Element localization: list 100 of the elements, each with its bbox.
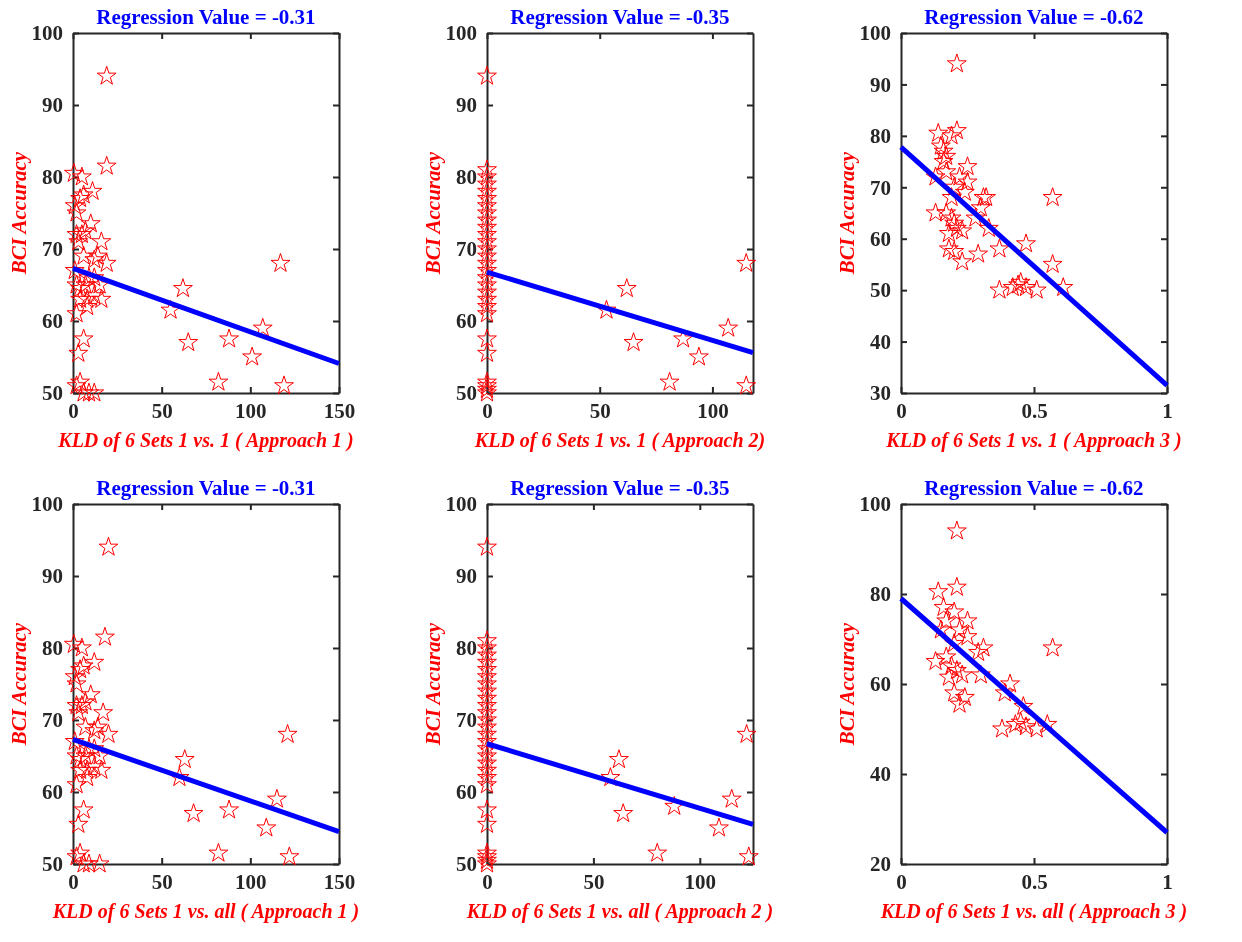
point: [219, 328, 239, 348]
point: [659, 371, 680, 391]
y-tick-label: 60: [456, 309, 477, 334]
point: [477, 709, 497, 729]
x-axis-title: KLD of 6 Sets 1 vs. all ( Approach 2 ): [465, 900, 774, 923]
point: [647, 842, 668, 862]
point: [736, 375, 757, 395]
point: [66, 303, 87, 323]
point: [718, 317, 739, 337]
point: [600, 767, 621, 787]
point: [477, 260, 497, 280]
point: [973, 637, 994, 657]
point: [946, 660, 967, 680]
point: [928, 581, 949, 601]
point: [970, 664, 991, 684]
y-tick-label: 40: [870, 762, 891, 787]
point: [938, 666, 959, 686]
point: [160, 299, 181, 319]
point: [477, 745, 497, 765]
point: [736, 253, 757, 272]
x-tick-label: 100: [235, 869, 267, 894]
point: [477, 767, 497, 787]
point: [477, 159, 497, 179]
point: [242, 346, 263, 366]
point: [930, 135, 951, 155]
point: [73, 328, 94, 348]
point: [64, 666, 85, 686]
x-axis-title: KLD of 6 Sets 1 vs. all ( Approach 1 ): [51, 900, 360, 923]
y-tick-label: 80: [456, 636, 477, 661]
point: [949, 693, 970, 713]
point: [946, 218, 967, 237]
point: [80, 213, 101, 233]
point: [477, 724, 497, 743]
x-tick-label: 150: [323, 869, 356, 894]
point: [477, 281, 497, 301]
point: [89, 745, 110, 765]
point: [91, 231, 112, 251]
point: [64, 731, 85, 751]
y-tick-label: 50: [42, 852, 63, 877]
point: [933, 140, 954, 160]
point: [70, 760, 91, 779]
point: [938, 238, 959, 258]
point: [477, 303, 497, 323]
point: [477, 181, 497, 200]
chart-title: Regression Value = -0.62: [924, 5, 1144, 29]
point: [477, 289, 497, 308]
point: [1016, 277, 1036, 297]
point: [1010, 711, 1031, 731]
point: [613, 803, 634, 823]
point: [477, 774, 497, 794]
point: [79, 382, 99, 402]
point: [952, 664, 973, 684]
chart-title: Regression Value = -0.35: [510, 476, 730, 500]
point: [73, 799, 94, 819]
point: [477, 637, 497, 657]
y-tick-label: 30: [870, 381, 891, 406]
point: [477, 731, 497, 751]
y-tick-label: 80: [870, 582, 891, 607]
y-axis-title: BCI Accuracy: [421, 622, 445, 747]
y-tick-label: 90: [456, 93, 477, 118]
point: [77, 760, 98, 779]
point: [219, 799, 239, 819]
point: [274, 375, 294, 395]
point: [80, 684, 101, 704]
point: [688, 346, 709, 366]
point: [73, 853, 94, 873]
y-tick-label: 100: [859, 492, 891, 517]
x-tick-label: 1: [1162, 869, 1173, 894]
x-tick-label: 100: [235, 398, 267, 423]
point: [477, 673, 497, 693]
point: [71, 166, 92, 186]
point: [609, 749, 629, 769]
point: [477, 644, 497, 664]
point: [174, 749, 195, 769]
point: [68, 814, 89, 833]
point: [477, 328, 497, 348]
point: [1042, 637, 1063, 657]
y-tick-label: 70: [870, 175, 891, 200]
point: [946, 53, 967, 73]
point: [77, 296, 98, 316]
point: [270, 253, 291, 272]
point: [66, 202, 87, 222]
point: [957, 171, 978, 191]
y-tick-label: 40: [870, 329, 891, 354]
x-tick-label: 0.5: [1021, 398, 1048, 423]
y-tick-label: 70: [456, 708, 477, 733]
point: [477, 652, 497, 671]
point: [477, 217, 497, 236]
point: [96, 253, 117, 272]
x-axis-title: KLD of 6 Sets 1 vs. 1 ( Approach 2): [473, 429, 766, 452]
y-tick-label: 60: [42, 309, 63, 334]
point: [946, 576, 967, 596]
y-axis-title: BCI Accuracy: [7, 151, 31, 276]
x-tick-label: 0.5: [1021, 869, 1048, 894]
point: [477, 65, 497, 85]
y-tick-label: 60: [870, 226, 891, 251]
y-tick-label: 90: [42, 93, 63, 118]
point: [1013, 696, 1034, 716]
point: [93, 702, 114, 722]
point: [66, 774, 87, 794]
